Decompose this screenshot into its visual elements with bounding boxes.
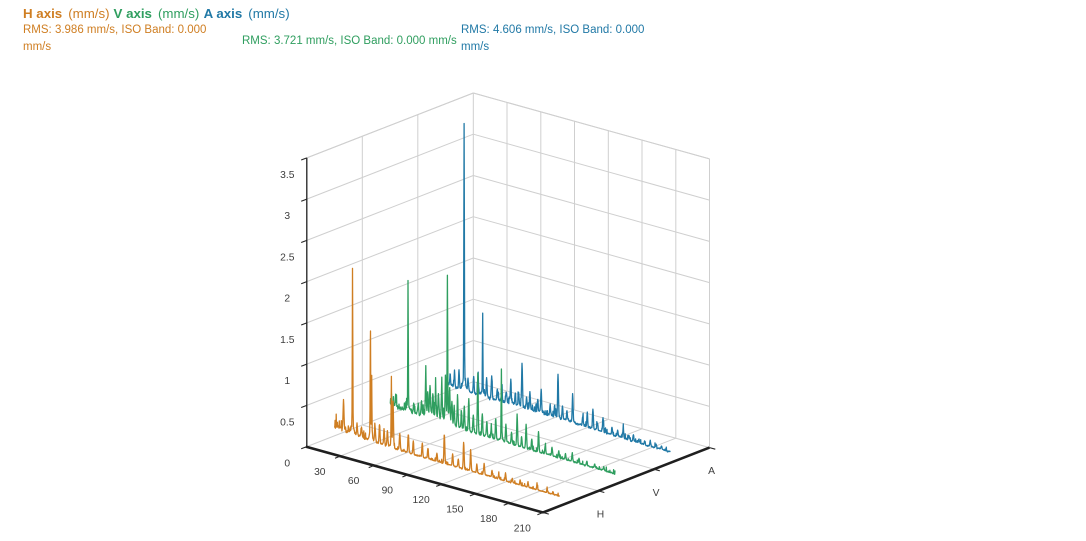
svg-text:3: 3 [284, 211, 290, 222]
svg-text:30: 30 [314, 467, 326, 478]
svg-text:3.5: 3.5 [280, 170, 295, 181]
svg-text:120: 120 [413, 495, 430, 506]
svg-text:210: 210 [514, 523, 531, 534]
svg-text:2: 2 [284, 294, 290, 305]
svg-text:A: A [708, 466, 715, 477]
svg-text:90: 90 [382, 486, 394, 497]
svg-text:0.5: 0.5 [280, 417, 295, 428]
svg-text:1: 1 [284, 376, 290, 387]
svg-text:180: 180 [480, 514, 497, 525]
svg-text:0: 0 [284, 459, 290, 470]
svg-text:H: H [597, 510, 604, 521]
svg-text:1.5: 1.5 [280, 335, 295, 346]
svg-text:V: V [653, 488, 660, 499]
svg-text:150: 150 [446, 505, 463, 516]
svg-text:2.5: 2.5 [280, 252, 295, 263]
svg-text:60: 60 [348, 476, 360, 487]
